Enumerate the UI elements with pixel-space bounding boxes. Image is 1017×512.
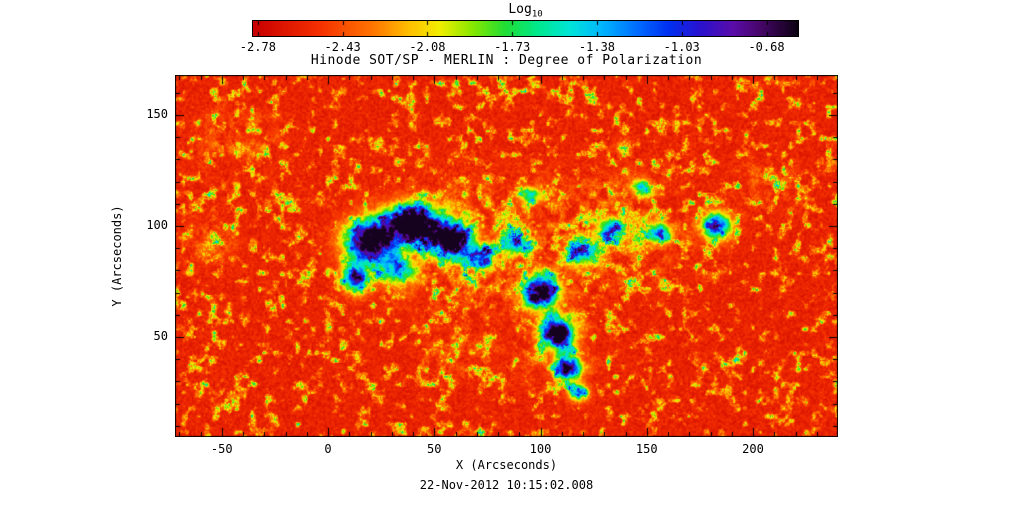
x-tick-label: 100 — [529, 442, 552, 456]
colorbar — [252, 20, 799, 37]
chart-title: Hinode SOT/SP - MERLIN : Degree of Polar… — [310, 53, 703, 68]
y-tick-label: 150 — [146, 106, 168, 121]
y-axis-tick-labels: 50 100 150 — [128, 75, 170, 437]
x-tick-label: 50 — [427, 442, 442, 456]
colorbar-gradient — [253, 21, 798, 36]
y-tick-label: 100 — [146, 218, 168, 233]
colorbar-title: Log10 — [253, 2, 798, 20]
y-axis-label: Y (Arcseconds) — [110, 205, 124, 307]
colorbar-title-subscript: 10 — [531, 9, 543, 20]
colorbar-tick-label: -2.43 — [324, 40, 361, 54]
x-tick-label: 200 — [742, 442, 764, 456]
x-tick-label: 150 — [635, 442, 658, 456]
x-axis-label: X (Arcseconds) — [455, 458, 558, 472]
colorbar-title-text: Log — [508, 2, 532, 17]
colorbar-tick-label: -1.73 — [494, 40, 531, 54]
colorbar-tick-label: -2.08 — [409, 40, 446, 54]
polarization-heatmap — [175, 75, 838, 437]
colorbar-tick-labels: -2.78 -2.43 -2.08 -1.73 -1.38 -1.03 -0.68 — [240, 40, 798, 54]
colorbar-tick-label: -2.78 — [239, 40, 276, 54]
x-tick-label: 0 — [324, 442, 332, 456]
colorbar-tick-label: -1.38 — [578, 40, 616, 54]
colorbar-tick-label: -0.68 — [748, 40, 785, 54]
observation-timestamp: 22-Nov-2012 10:15:02.008 — [419, 478, 594, 492]
y-tick-label: 50 — [153, 329, 168, 344]
x-tick-label: -50 — [210, 442, 233, 456]
colorbar-tick-label: -1.03 — [663, 40, 700, 54]
x-axis-tick-labels: -50 0 50 100 150 200 — [175, 442, 838, 456]
